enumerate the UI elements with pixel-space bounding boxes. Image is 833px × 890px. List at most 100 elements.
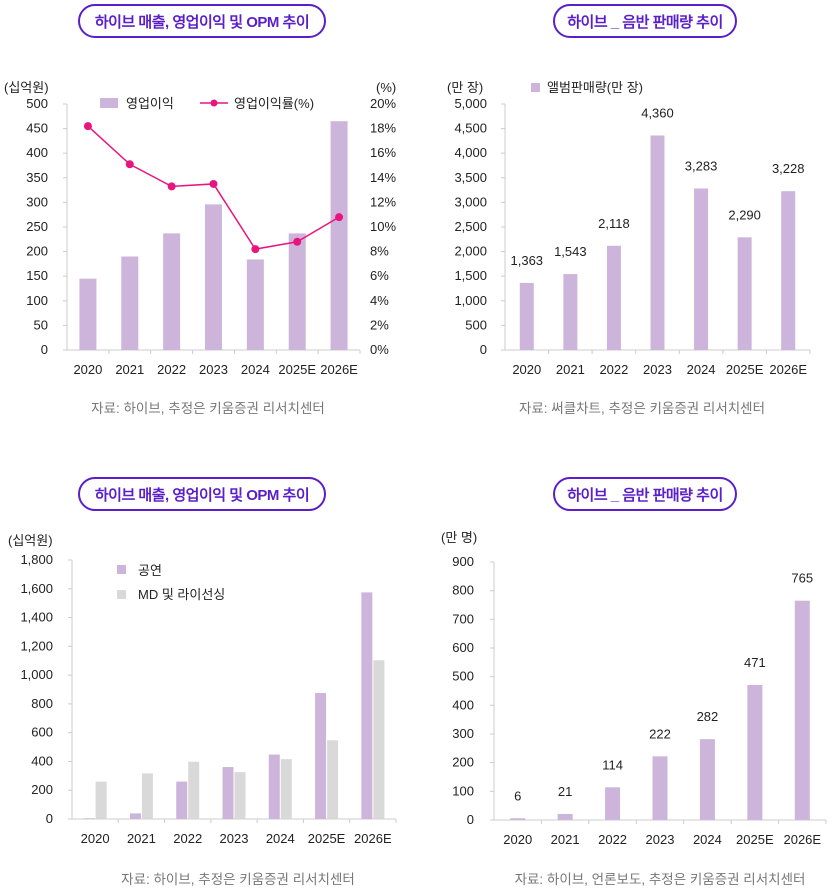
opm-point-2025E (293, 237, 302, 246)
chart-panel-audience: 하이브 _ 음반 판매량 추이 (만 명) 0 100 200 300 400 500 600… (417, 445, 833, 890)
data-label: 765 (791, 571, 813, 586)
y-tick-label: 300 (452, 726, 474, 741)
x-tick-label: 2024 (241, 362, 270, 377)
y-tick-label: 600 (452, 640, 474, 655)
x-tick-label: 2024 (693, 832, 722, 847)
y2-tick-label: 18% (370, 121, 396, 136)
chart-title: 하이브 _ 음반 판매량 추이 (553, 477, 737, 511)
y-tick-label: 1,400 (20, 610, 53, 625)
data-label: 471 (744, 655, 766, 670)
legend-label: MD 및 라이선싱 (138, 587, 225, 602)
x-tick-label: 2026E (783, 832, 821, 847)
y-tick-label: 0 (46, 811, 53, 826)
data-label: 1,363 (511, 253, 544, 268)
opm-point-2021 (125, 160, 134, 169)
y2-axis-title: (%) (376, 80, 396, 95)
bar-2022 (176, 781, 188, 819)
data-label: 21 (558, 784, 572, 799)
y-tick-label: 1,600 (20, 581, 53, 596)
bar-2022 (605, 787, 621, 820)
legend-swatch-concert (117, 565, 126, 574)
bar-2021 (141, 773, 153, 819)
bar-2023 (652, 756, 668, 820)
y2-tick-label: 2% (370, 317, 389, 332)
y2-tick-label: 16% (370, 145, 396, 160)
bar-2025E (747, 684, 763, 820)
y-tick-label: 1,800 (20, 552, 53, 567)
chart-panel-concert-md: 하이브 매출, 영업이익 및 OPM 추이 (십억원) 0 200 400 600 800… (0, 445, 416, 890)
y-tick-label: 4,000 (454, 145, 487, 160)
y-tick-label: 800 (452, 583, 474, 598)
bar-2026E (373, 660, 385, 819)
opm-point-2020 (83, 122, 92, 131)
legend-label: 공연 (138, 563, 162, 578)
bar-2020 (79, 278, 97, 350)
y-tick-label: 200 (452, 755, 474, 770)
source-note: 자료: 하이브, 추정은 키움증권 리서치센터 (91, 401, 325, 416)
x-tick-label: 2023 (220, 831, 249, 846)
data-label: 4,360 (641, 105, 674, 120)
y-tick-label: 500 (26, 96, 48, 111)
x-tick-label: 2025E (308, 831, 346, 846)
legend-swatch-point (210, 99, 218, 107)
y-tick-label: 2,500 (454, 219, 487, 234)
y2-tick-label: 0% (370, 342, 389, 357)
x-tick-label: 2023 (199, 362, 228, 377)
bar-2026E (361, 592, 373, 819)
y-tick-label: 2,000 (454, 244, 487, 259)
y2-tick-label: 4% (370, 293, 389, 308)
x-tick-label: 2021 (551, 832, 580, 847)
bar-2024 (694, 188, 709, 350)
y-axis-title: (십억원) (4, 80, 49, 95)
legend-label: 영업이익률(%) (234, 96, 314, 111)
y-tick-label: 100 (26, 293, 48, 308)
opm-point-2024 (251, 245, 260, 254)
bar-2023 (234, 772, 246, 819)
data-label: 222 (649, 726, 671, 741)
y-axis-title: (만 장) (447, 80, 483, 95)
chart-title: 하이브 _ 음반 판매량 추이 (553, 4, 737, 38)
y-tick-label: 1,500 (454, 268, 487, 283)
source-note: 자료: 하이브, 추정은 키움증권 리서치센터 (121, 872, 355, 887)
bar-2023 (205, 204, 222, 350)
y-axis-title: (만 명) (441, 530, 477, 545)
legend-label: 앨범판매량(만 장) (547, 80, 643, 95)
source-note: 자료: 써클차트, 추정은 키움증권 리서치센터 (519, 401, 765, 416)
legend-swatch (531, 83, 540, 92)
y-tick-label: 250 (26, 219, 48, 234)
y-tick-label: 800 (31, 696, 53, 711)
y-tick-label: 500 (465, 317, 487, 332)
chart-title: 하이브 매출, 영업이익 및 OPM 추이 (78, 4, 326, 38)
data-label: 3,283 (685, 158, 718, 173)
bar-2025E (288, 233, 306, 350)
source-note: 자료: 하이브, 언론보도, 추정은 키움증권 리서치센터 (515, 872, 806, 887)
x-tick-label: 2020 (512, 362, 541, 377)
data-label: 6 (514, 788, 521, 803)
bar-2021 (557, 813, 573, 820)
bar-2023 (650, 135, 665, 350)
x-tick-label: 2022 (599, 362, 628, 377)
x-tick-label: 2026E (354, 831, 392, 846)
x-tick-label: 2023 (643, 362, 672, 377)
y-tick-label: 350 (26, 170, 48, 185)
data-label: 2,118 (598, 216, 630, 231)
x-tick-label: 2026E (320, 362, 358, 377)
y-tick-label: 400 (452, 697, 474, 712)
data-label: 114 (602, 757, 623, 772)
y-tick-label: 150 (26, 268, 48, 283)
bar-2021 (129, 813, 141, 819)
y2-tick-label: 12% (370, 194, 396, 209)
bar-2021 (563, 274, 578, 350)
y2-tick-label: 20% (370, 96, 396, 111)
y2-tick-label: 6% (370, 268, 389, 283)
x-tick-label: 2020 (503, 832, 532, 847)
concert-md-chart: (십억원) 0 200 400 600 800 1,000 1,200 1,400 1,600 1,… (8, 533, 397, 887)
chart-panel-operating-profit: 하이브 매출, 영업이익 및 OPM 추이 (십억원) 0 50 100 150 200 2… (0, 0, 416, 445)
x-tick-label: 2022 (173, 831, 202, 846)
bar-2024 (246, 259, 264, 350)
y-tick-label: 450 (26, 121, 48, 136)
bar-2022 (188, 761, 200, 819)
legend-swatch-md (117, 590, 126, 599)
x-tick-label: 2022 (598, 832, 627, 847)
bar-2022 (163, 233, 181, 350)
